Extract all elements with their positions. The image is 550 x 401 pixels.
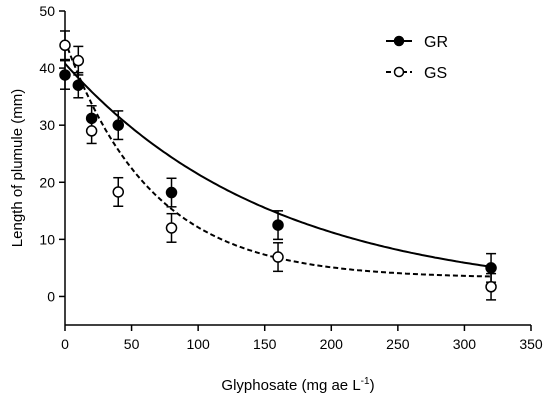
data-point-gs bbox=[272, 251, 284, 263]
data-point-gr bbox=[485, 262, 497, 274]
data-point-gr bbox=[59, 69, 71, 81]
y-tick-label: 40 bbox=[39, 60, 55, 76]
y-tick-label: 30 bbox=[39, 117, 55, 133]
x-tick-label: 300 bbox=[453, 336, 477, 352]
legend-item-gr: GR bbox=[386, 34, 448, 51]
y-tick-label: 50 bbox=[39, 3, 55, 19]
data-point-gr bbox=[72, 79, 85, 91]
y-tick-label: 20 bbox=[39, 174, 55, 190]
x-tick-label: 50 bbox=[124, 336, 140, 352]
legend-label-gs: GS bbox=[424, 65, 447, 82]
y-ticks: 0 10 20 30 40 50 bbox=[39, 3, 65, 304]
data-point-gs bbox=[112, 186, 125, 198]
x-tick-label: 0 bbox=[61, 336, 69, 352]
data-point-gs bbox=[72, 54, 85, 67]
legend: GR GS bbox=[386, 34, 448, 82]
y-tick-label: 10 bbox=[39, 231, 55, 247]
x-tick-label: 100 bbox=[186, 336, 210, 352]
x-ticks: 0 50 100 150 200 250 300 350 bbox=[61, 325, 543, 352]
x-tick-label: 150 bbox=[253, 336, 277, 352]
data-point-gs bbox=[485, 280, 497, 293]
data-point-gs bbox=[85, 125, 98, 137]
series-gs bbox=[59, 30, 497, 301]
y-axis-title: Length of plumule (mm) bbox=[9, 89, 26, 247]
x-tick-label: 350 bbox=[519, 336, 543, 352]
legend-label-gr: GR bbox=[424, 34, 448, 51]
x-tick-label: 200 bbox=[320, 336, 344, 352]
axes: 0 50 100 150 200 250 300 350 0 10 20 30 40 50 bbox=[39, 3, 542, 352]
data-points bbox=[59, 30, 497, 301]
data-point-gr bbox=[272, 219, 284, 231]
x-tick-label: 250 bbox=[386, 336, 410, 352]
y-tick-label: 0 bbox=[47, 288, 55, 304]
legend-item-gs: GS bbox=[386, 65, 447, 82]
data-point-gs bbox=[59, 39, 71, 52]
legend-marker-gs bbox=[393, 66, 405, 78]
data-point-gs bbox=[165, 222, 178, 234]
legend-marker-gr bbox=[393, 35, 405, 47]
data-point-gr bbox=[165, 186, 178, 199]
x-axis-title: Glyphosate (mg ae L-1) bbox=[221, 376, 374, 394]
data-point-gr bbox=[112, 119, 125, 131]
